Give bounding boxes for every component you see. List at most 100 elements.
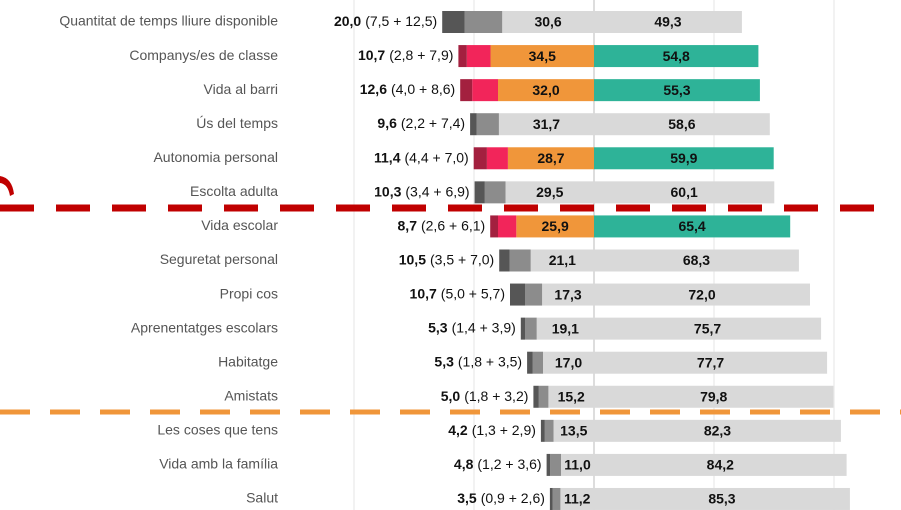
bar-segment [540,419,545,442]
value-label: 65,4 [678,218,705,234]
bar-segment [594,317,822,340]
total-value: 12,6 [360,81,387,97]
value-label: 32,0 [532,82,559,98]
value-label: 49,3 [654,14,681,30]
detail-value: (5,0 + 5,7) [441,285,505,301]
total-value: 9,6 [377,115,397,131]
bar-segment [474,181,485,204]
bar-segment [486,147,508,170]
total-value: 5,3 [434,353,454,369]
value-label: 59,9 [670,150,697,166]
value-label: 82,3 [704,423,731,439]
bar-segment [498,113,594,136]
bar-segment [594,181,775,204]
bar-segment [502,11,594,33]
total-label: 10,5 (3,5 + 7,0) [399,251,494,267]
detail-value: (0,9 + 2,6) [481,490,545,506]
bar-segment [498,79,594,102]
value-label: 30,6 [534,14,561,30]
detail-value: (1,8 + 3,5) [458,353,522,369]
category-label: Les coses que tens [157,422,278,438]
detail-value: (1,8 + 3,2) [464,387,528,403]
bar-segment [484,181,506,204]
bar-segment [472,79,498,102]
bar-segment [520,317,525,340]
detail-value: (1,3 + 2,9) [472,422,536,438]
bar-segment [538,385,549,408]
value-label: 28,7 [537,150,564,166]
bar-segment [476,113,499,136]
bar-segment [594,147,774,170]
detail-value: (1,4 + 3,9) [452,319,516,335]
value-label: 77,7 [697,354,724,370]
value-label: 21,1 [549,252,576,268]
bar-segment [594,215,791,238]
value-label: 11,0 [564,457,591,473]
bar-segment [505,181,594,204]
bar-segment [594,283,810,306]
category-label: Quantitat de temps lliure disponible [59,13,278,29]
value-label: 34,5 [529,48,556,64]
bar-segment [490,45,594,68]
bar-segment [553,419,594,442]
bar-segment [594,11,742,33]
total-value: 11,4 [374,149,401,165]
bar-segment [548,385,594,408]
value-label: 15,2 [558,388,585,404]
bar-segment [594,385,834,408]
bar-segment [499,249,510,272]
bar-segment [470,113,477,136]
total-value: 5,0 [441,387,461,403]
total-value: 10,3 [374,183,401,199]
value-label: 60,1 [671,184,698,200]
value-label: 17,3 [554,286,581,302]
bar-segment [458,45,467,68]
total-value: 20,0 [334,13,361,29]
bar-segment [594,453,847,476]
bar-segment [594,249,799,272]
bar-segment [460,79,473,102]
total-label: 10,3 (3,4 + 6,9) [374,183,469,199]
category-label: Companys/es de classe [129,47,278,63]
bar-segment [533,385,539,408]
bar-segment [510,283,525,306]
bar-segment [550,453,561,476]
category-label: Ús del temps [196,115,278,131]
total-label: 5,3 (1,4 + 3,9) [428,319,516,335]
category-label: Seguretat personal [160,251,278,267]
total-label: 9,6 (2,2 + 7,4) [377,115,465,131]
value-label: 55,3 [663,82,690,98]
total-label: 11,4 (4,4 + 7,0) [374,149,469,165]
bar-segment [560,487,594,510]
category-label: Amistats [224,387,278,403]
value-label: 17,0 [555,354,582,370]
detail-value: (7,5 + 12,5) [365,13,437,29]
total-value: 8,7 [398,217,418,233]
bar-segment [532,351,543,374]
annotation-shape [0,176,14,196]
bar-segment [464,11,503,33]
bar-segment [542,283,594,306]
total-value: 4,8 [454,456,474,472]
bar-segment [473,147,487,170]
detail-value: (2,2 + 7,4) [401,115,465,131]
total-label: 3,5 (0,9 + 2,6) [457,490,545,506]
category-label: Propi cos [220,285,278,301]
bar-segment [543,351,594,374]
bar-segment [525,317,537,340]
bar-segment [552,487,561,510]
detail-value: (1,2 + 3,6) [477,456,541,472]
value-label: 19,1 [552,320,579,336]
value-label: 25,9 [542,218,569,234]
total-value: 5,3 [428,319,448,335]
total-label: 5,3 (1,8 + 3,5) [434,353,522,369]
total-label: 12,6 (4,0 + 8,6) [360,81,455,97]
bar-segment [594,351,828,374]
detail-value: (4,4 + 7,0) [404,149,468,165]
bar-segment [507,147,594,170]
value-label: 84,2 [707,457,734,473]
category-label: Escolta adulta [190,183,278,199]
bar-segment [525,283,543,306]
detail-value: (4,0 + 8,6) [391,81,455,97]
